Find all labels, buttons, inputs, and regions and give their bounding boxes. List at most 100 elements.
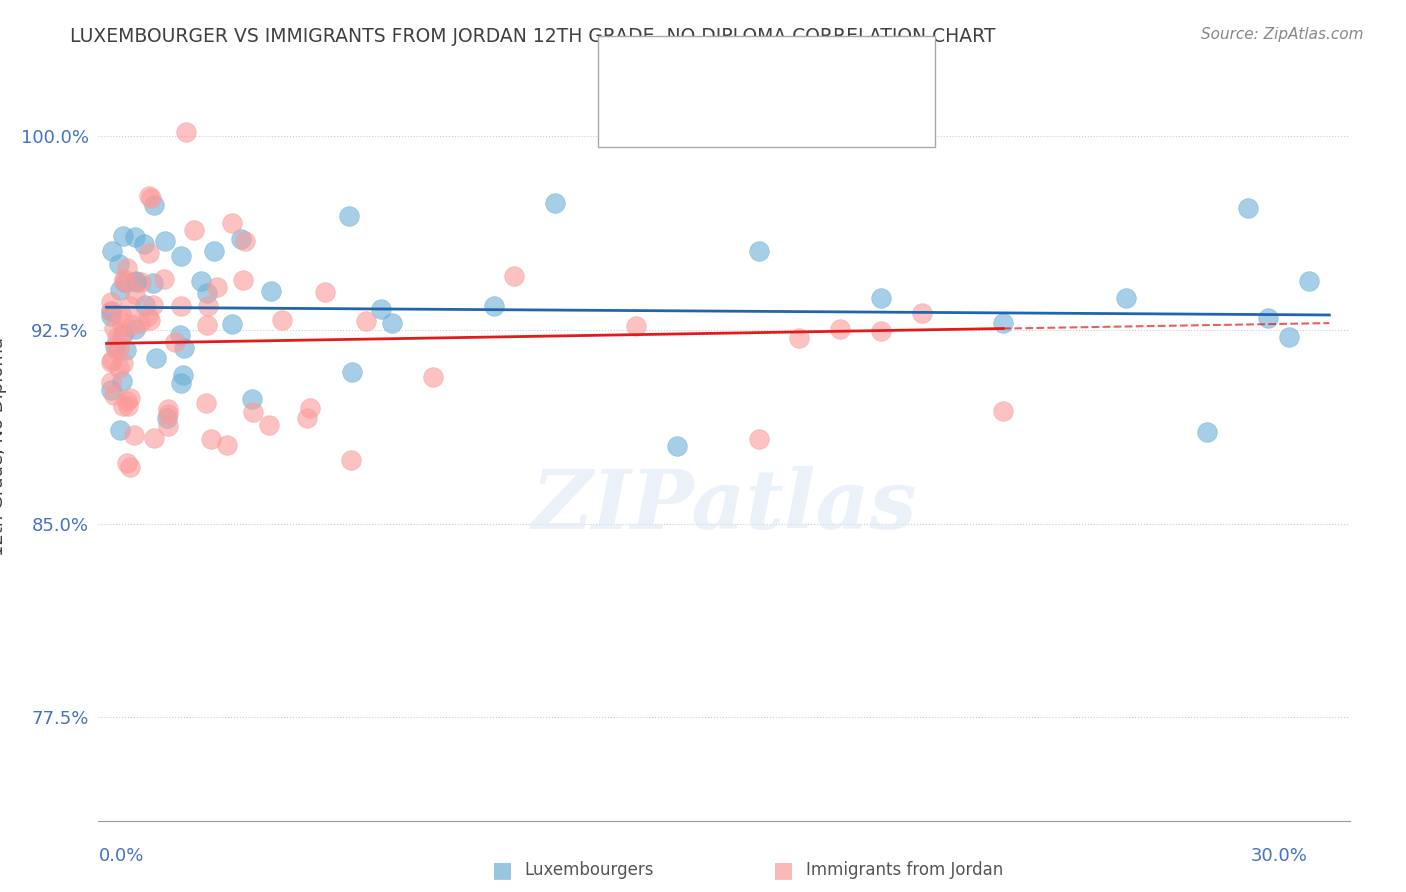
Point [340, 365, 363, 379]
Point [110, 424, 132, 438]
Point [340, 453, 363, 467]
Point [105, 330, 128, 344]
Point [108, 360, 131, 375]
Point [173, 341, 195, 355]
Point [482, 299, 505, 313]
Point [830, 322, 852, 336]
Point [257, 417, 280, 432]
Point [120, 299, 142, 313]
Point [233, 235, 256, 249]
Point [100, 354, 122, 368]
Point [170, 249, 193, 263]
Point [115, 343, 138, 358]
Point [626, 319, 648, 334]
Point [156, 407, 179, 421]
Point [202, 244, 225, 258]
Point [666, 439, 689, 453]
Point [422, 370, 444, 384]
Text: 0.051: 0.051 [707, 103, 769, 123]
Point [110, 284, 132, 298]
Point [132, 236, 155, 251]
Point [1257, 311, 1279, 326]
Text: Immigrants from Jordan: Immigrants from Jordan [806, 861, 1002, 879]
Point [169, 327, 191, 342]
Point [128, 316, 150, 330]
Point [111, 316, 134, 330]
Point [1298, 274, 1320, 288]
Point [129, 275, 152, 289]
Text: 30.0%: 30.0% [1251, 847, 1308, 865]
Text: -0.010: -0.010 [707, 57, 776, 77]
Point [544, 195, 567, 210]
Point [503, 269, 526, 284]
Point [115, 260, 138, 275]
Point [231, 232, 253, 246]
Point [100, 309, 122, 323]
Point [1197, 425, 1219, 440]
Point [100, 295, 122, 310]
Point [314, 285, 336, 299]
Point [789, 331, 811, 345]
Point [156, 410, 179, 425]
Text: ■: ■ [492, 860, 513, 880]
Point [337, 209, 360, 223]
Point [103, 321, 125, 335]
Point [200, 432, 222, 446]
Point [170, 376, 193, 390]
Point [232, 272, 254, 286]
Point [104, 338, 127, 352]
Point [870, 324, 893, 338]
Point [217, 438, 239, 452]
Point [124, 287, 146, 301]
Text: Source: ZipAtlas.com: Source: ZipAtlas.com [1201, 27, 1364, 42]
Point [124, 322, 146, 336]
Point [299, 401, 322, 416]
Text: R =: R = [665, 57, 702, 77]
Point [124, 230, 146, 244]
Text: ■: ■ [623, 102, 647, 125]
Point [174, 125, 197, 139]
Point [156, 418, 179, 433]
Point [993, 316, 1015, 330]
Point [100, 375, 122, 389]
Point [270, 313, 292, 327]
Point [125, 275, 148, 289]
Point [190, 274, 212, 288]
Point [108, 341, 131, 355]
Point [221, 317, 243, 331]
Point [111, 327, 134, 342]
Point [100, 303, 122, 318]
Point [142, 298, 165, 312]
Point [111, 309, 134, 323]
Point [122, 428, 145, 442]
Text: 71: 71 [808, 103, 835, 123]
Point [1237, 202, 1260, 216]
Point [155, 234, 177, 248]
Point [117, 399, 139, 413]
Point [103, 388, 125, 402]
Point [297, 411, 319, 425]
Point [205, 280, 228, 294]
Point [748, 432, 770, 446]
Point [153, 272, 176, 286]
Point [183, 223, 205, 237]
Point [118, 460, 141, 475]
Point [993, 404, 1015, 418]
Point [112, 275, 135, 289]
Text: LUXEMBOURGER VS IMMIGRANTS FROM JORDAN 12TH GRADE, NO DIPLOMA CORRELATION CHART: LUXEMBOURGER VS IMMIGRANTS FROM JORDAN 1… [70, 27, 995, 45]
Text: 52: 52 [808, 57, 835, 77]
Point [141, 191, 163, 205]
Point [381, 316, 404, 330]
Text: 0.0%: 0.0% [98, 847, 143, 865]
Point [370, 301, 392, 316]
Text: ■: ■ [623, 55, 647, 78]
Point [139, 312, 162, 326]
Point [111, 374, 134, 388]
Point [121, 318, 143, 332]
Point [195, 396, 218, 410]
Point [242, 404, 264, 418]
Point [170, 299, 193, 313]
Point [138, 245, 160, 260]
Point [101, 244, 124, 259]
Point [117, 456, 139, 470]
